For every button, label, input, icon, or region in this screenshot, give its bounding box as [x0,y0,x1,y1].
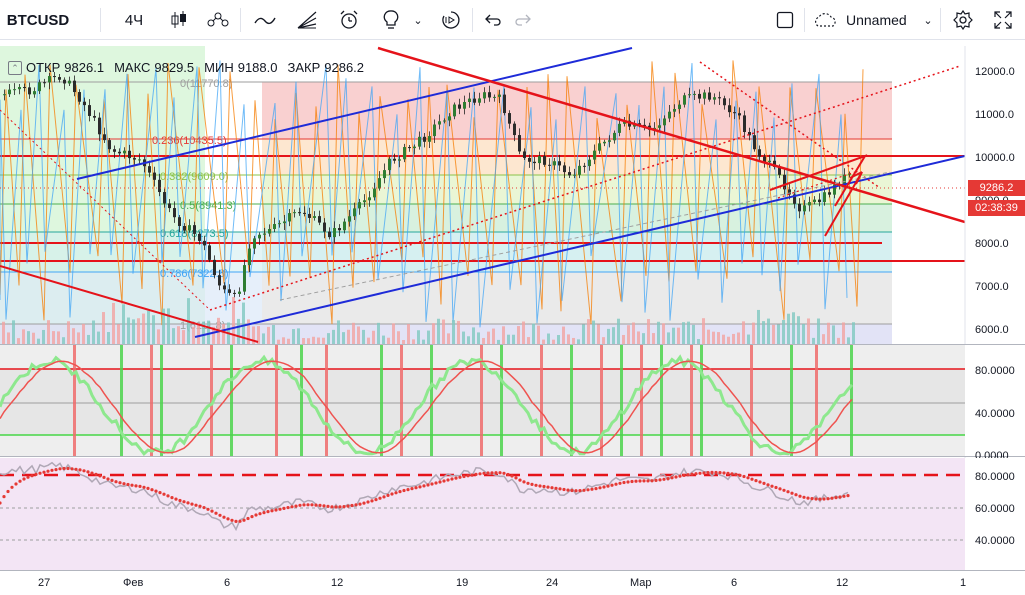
toolbar-divider [240,8,241,32]
fib-label-0: 0(11770.8) [180,78,232,90]
open-label: ОТКР [26,60,61,75]
close-label: ЗАКР [287,60,321,75]
time-tick: 6 [224,577,230,589]
layout-name[interactable]: Unnamed [846,12,907,28]
zigzag-lines [0,60,864,328]
alert-icon[interactable] [332,0,366,40]
close-value: 9286.2 [324,60,365,75]
fib-label-0236: 0.236(10435.5) [152,135,227,147]
toolbar-divider [940,8,941,32]
toolbar-divider [100,8,101,32]
indicators-icon[interactable] [200,0,236,40]
time-tick: Фев [123,577,143,589]
time-tick: 1 [960,577,966,589]
toolbar-divider [472,8,473,32]
price-tick: 7000.0 [975,281,1009,293]
price-tick: 12000.0 [975,66,1015,78]
time-tick: 27 [38,577,50,589]
rsi-tick: 60.0000 [975,503,1015,515]
price-tick: 10000.0 [975,152,1015,164]
open-value: 9826.1 [64,60,105,75]
rsi-tick: 80.0000 [975,471,1015,483]
countdown-tag: 02:38:39 [968,200,1025,216]
fib-label-0382: 0.382(9609.0) [160,171,229,183]
chart-canvas[interactable]: 0(11770.8) 0.236(10435.5) 0.382(9609.0) … [0,41,1025,595]
top-toolbar: BTCUSD 4Ч ⌄ Unnamed ⌄ [0,0,1025,40]
time-tick: Мар [630,577,652,589]
price-tick: 11000.0 [975,109,1014,121]
cloud-icon[interactable] [810,0,840,40]
chevron-down-icon[interactable]: ⌄ [413,14,423,27]
settings-icon[interactable] [948,0,978,40]
symbol-search-button[interactable]: BTCUSD [6,11,70,29]
fib-tool-icon[interactable] [290,0,324,40]
interval-button[interactable]: 4Ч [124,11,144,29]
chevron-down-icon[interactable]: ⌄ [923,14,933,27]
stoch-tick: 80.0000 [975,365,1015,377]
redo-icon[interactable] [508,0,538,40]
undo-icon[interactable] [478,0,508,40]
fib-label-05: 0.5(8941.3) [180,200,236,212]
volume-bars [2,297,855,344]
replay-icon[interactable] [434,0,468,40]
time-tick: 12 [331,577,343,589]
toolbar-divider [804,8,805,32]
line-tool-icon[interactable] [248,0,282,40]
high-label: МАКС [114,60,151,75]
stochastic-pane [0,345,965,456]
idea-icon[interactable] [374,0,408,40]
stoch-tick: 40.0000 [975,408,1015,420]
rsi-tick: 40.0000 [975,535,1015,547]
high-value: 9829.5 [154,60,195,75]
price-tick: 8000.0 [975,238,1009,250]
time-tick: 6 [731,577,737,589]
current-price-tag: 9286.2 [968,180,1025,196]
low-label: МИН [204,60,234,75]
low-value: 9188.0 [237,60,278,75]
fib-label-0786: 0.786(7322.8) [160,268,229,280]
time-tick: 19 [456,577,468,589]
fullscreen-square-icon[interactable] [770,0,800,40]
price-pane: 0(11770.8) 0.236(10435.5) 0.382(9609.0) … [0,46,965,344]
collapse-icon[interactable]: ⌃ [8,60,22,75]
ohlc-legend: ⌃ ОТКР 9826.1 МАКС 9829.5 МИН 9188.0 ЗАКР 92… [8,60,364,75]
candles-icon[interactable] [162,0,196,40]
expand-icon[interactable] [988,0,1018,40]
price-tick: 6000.0 [975,324,1009,336]
time-tick: 24 [546,577,558,589]
rsi-pane [0,461,965,541]
time-tick: 12 [836,577,848,589]
